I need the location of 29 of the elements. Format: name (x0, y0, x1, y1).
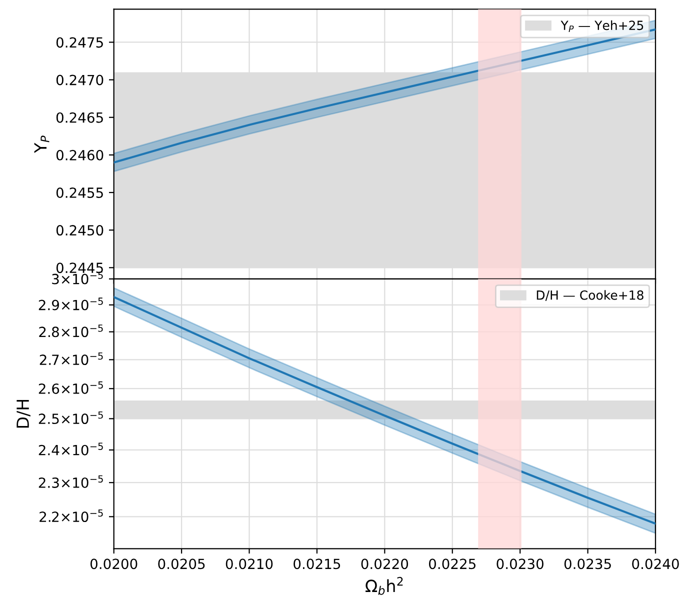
y-axis-title: Y$_{P}$ (34, 136, 50, 153)
legend-label: Y$_{P}$ — Yeh+25 (560, 20, 644, 32)
x-axis-title: Ω$_{b}$h$^{2}$ (366, 576, 403, 595)
y-tick-label: 2.9×10$^{−5}$ (38, 298, 103, 310)
legend-label: D/H — Cooke+18 (536, 290, 644, 301)
x-tick-label: 0.0210 (226, 558, 273, 570)
y-tick-label: 0.2455 (56, 187, 103, 198)
x-tick-label: 0.0205 (158, 558, 205, 570)
y-tick-label: 0.2470 (56, 74, 104, 86)
y-tick-label: 2.4×10$^{−5}$ (38, 442, 103, 456)
y-tick-label: 0.2465 (56, 112, 103, 123)
y-tick-label: 2.2×10$^{−5}$ (40, 509, 103, 522)
x-tick-label: 0.0200 (90, 558, 138, 570)
x-tick-label: 0.0225 (429, 558, 476, 570)
x-tick-label: 0.0215 (294, 558, 340, 570)
x-tick-label: 0.0220 (361, 558, 408, 570)
y-tick-label: 0.2445 (56, 262, 103, 274)
y-tick-label: 2.8×10$^{−5}$ (39, 324, 103, 338)
y-tick-label: 0.2450 (56, 225, 104, 236)
y-tick-label: 2.6×10$^{−5}$ (38, 381, 103, 394)
y-axis-title: D/H (16, 400, 30, 428)
y-tick-label: 2.5×10$^{−5}$ (38, 411, 103, 424)
y-tick-label: 0.2475 (56, 37, 103, 48)
x-tick-label: 0.0240 (632, 558, 679, 570)
y-tick-label: 2.3×10$^{−5}$ (38, 475, 103, 488)
x-tick-label: 0.0235 (564, 558, 611, 570)
y-tick-label: 0.2460 (56, 150, 104, 160)
x-tick-label: 0.0230 (496, 558, 544, 570)
y-tick-label: 2.7×10$^{−5}$ (40, 352, 103, 366)
